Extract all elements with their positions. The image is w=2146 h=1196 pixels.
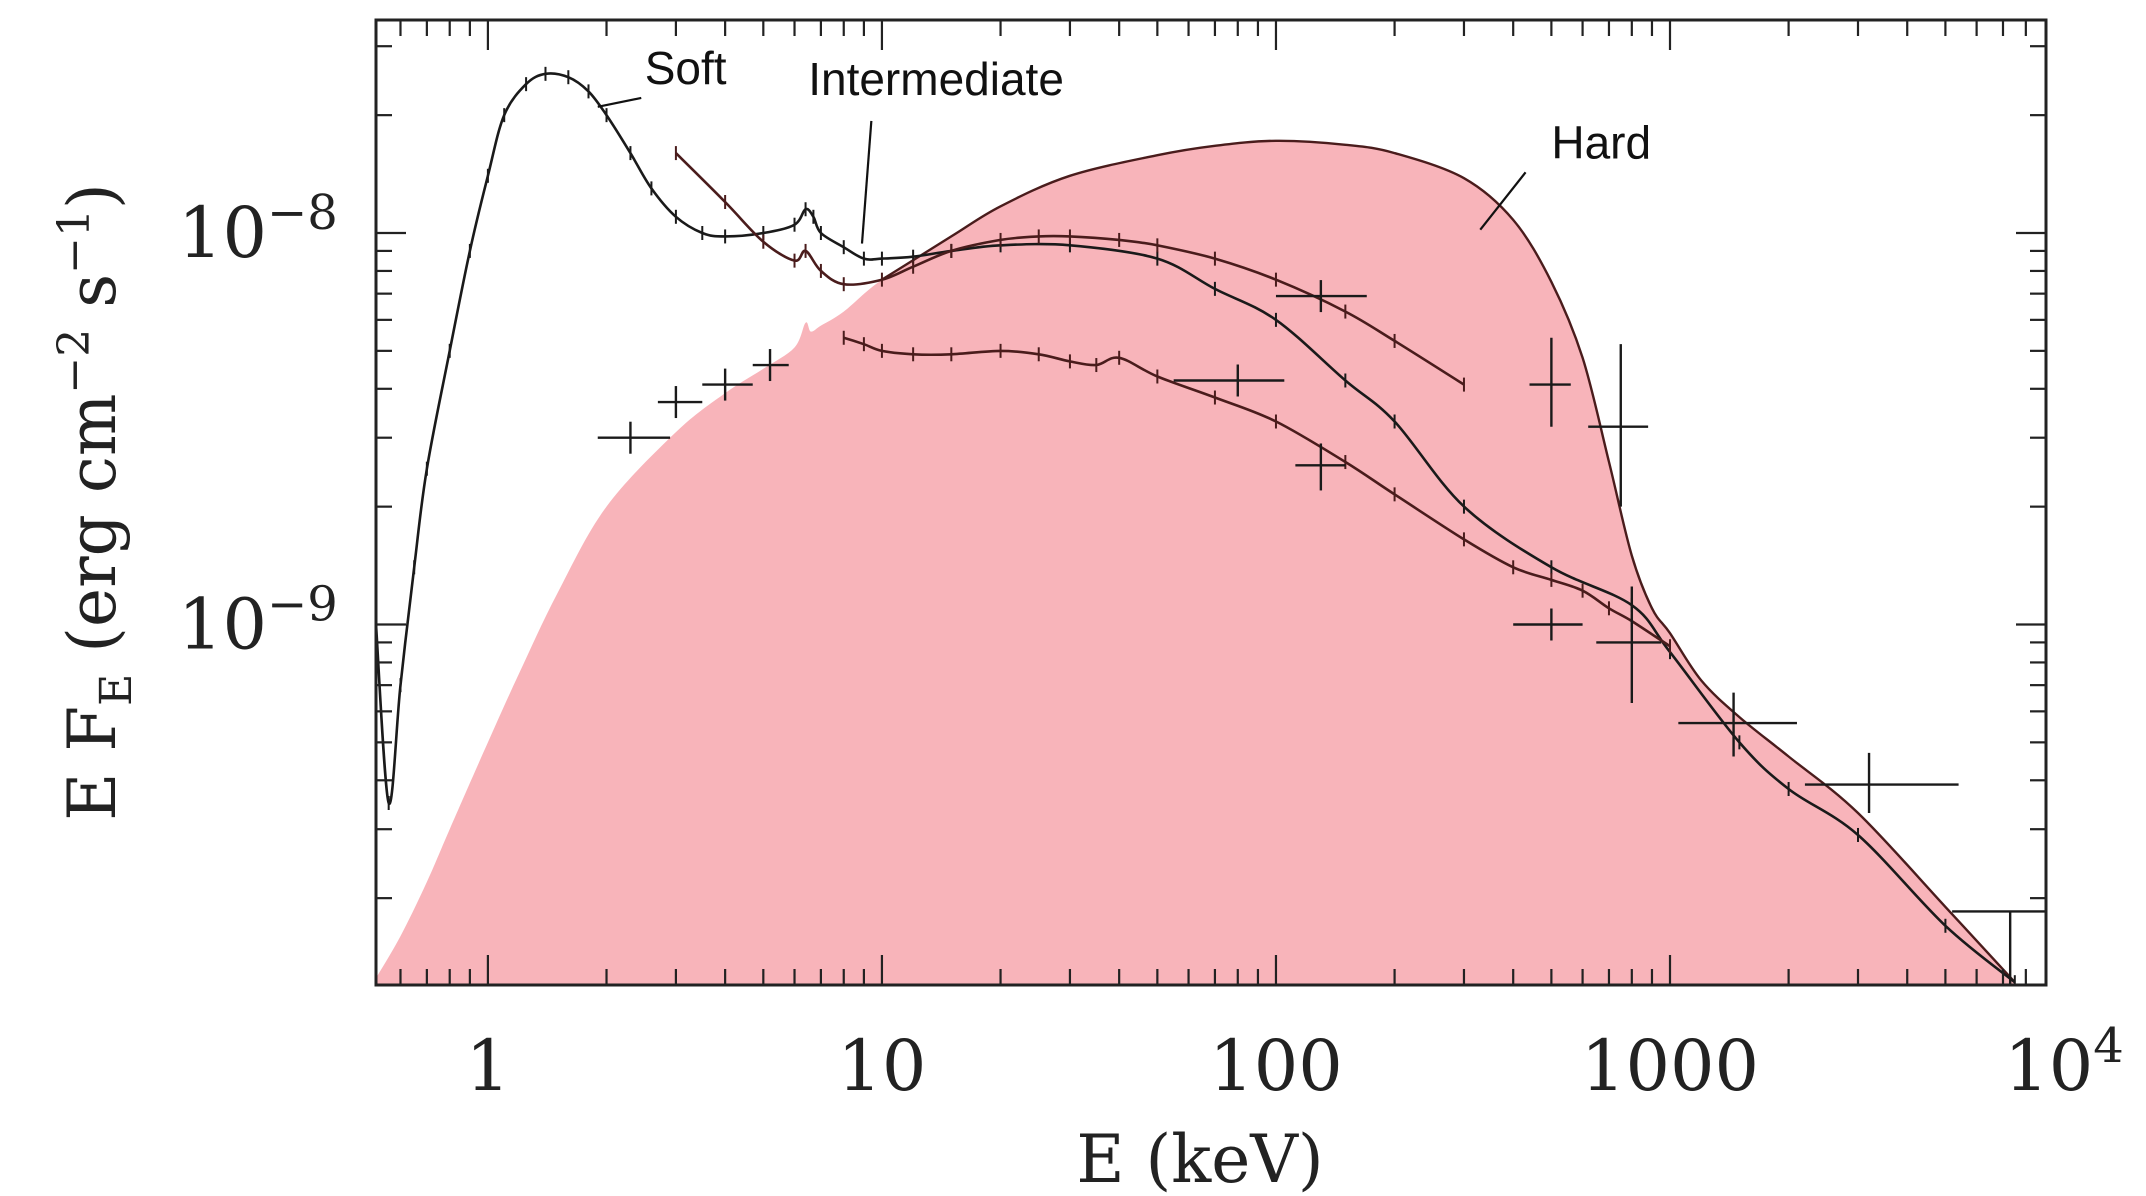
error-bar-point <box>1596 586 1662 704</box>
y-axis-title-main: E F <box>54 706 131 821</box>
x-tick-label: 104 <box>2004 1018 2124 1107</box>
annotations-layer: Soft Intermediate Hard <box>597 42 1651 244</box>
y-axis-title: E FE (erg cm−2 s−1) <box>49 183 142 821</box>
x-tick-label-exponent: 4 <box>2093 1018 2124 1074</box>
error-bar-point <box>1529 337 1571 427</box>
error-bar-point <box>1588 344 1649 507</box>
error-bar-point <box>702 368 753 401</box>
x-tick-label: 10 <box>837 1025 926 1107</box>
hard-model-fill-layer <box>376 139 2016 985</box>
annotation-hard: Hard <box>1551 116 1651 168</box>
x-tick-label: 1 <box>466 1025 511 1107</box>
plot-frame <box>374 18 2048 987</box>
error-bar-point <box>1952 910 2046 985</box>
x-tick-label: 1000 <box>1581 1025 1759 1107</box>
y-axis-title-exp1: −2 <box>49 329 100 394</box>
y-tick-label-exponent: −9 <box>267 577 338 633</box>
error-bar-point <box>752 349 789 382</box>
annotation-leader-line <box>1479 171 1527 231</box>
y-axis-title-exp2: −1 <box>49 209 100 274</box>
y-axis-title-mid: s <box>54 274 131 329</box>
y-axis-title-end: ) <box>54 183 131 209</box>
error-bar-point <box>1513 608 1583 641</box>
hard-model-edge-line <box>881 139 2016 984</box>
y-axis-title-rest: (erg cm <box>54 394 131 674</box>
annotation-leader-line <box>597 96 642 108</box>
annotation-leader-line <box>860 120 873 244</box>
error-bar-point <box>1275 280 1367 313</box>
annotation-soft: Soft <box>645 42 727 94</box>
svg-text:E FE (erg cm−2 s−1): E FE (erg cm−2 s−1) <box>49 183 142 821</box>
error-bar-point <box>597 421 671 454</box>
error-bar-point <box>1804 752 1959 814</box>
error-bar-point <box>1678 692 1797 757</box>
y-axis-title-sub: E <box>91 674 142 706</box>
y-tick-label-exponent: −8 <box>267 185 338 241</box>
x-tick-label: 100 <box>1209 1025 1343 1107</box>
y-tick-label: 10−8 <box>178 185 338 274</box>
y-tick-label: 10−9 <box>178 577 338 666</box>
hard-spectrum-curve <box>843 336 1671 648</box>
hard-spectrum-curve-points <box>842 330 1671 654</box>
soft-spectrum-curve-points <box>376 66 2016 985</box>
hard-model-fill <box>376 140 2015 985</box>
error-bar-point <box>1173 364 1285 397</box>
error-bars-layer <box>597 280 2046 985</box>
annotation-intermediate: Intermediate <box>808 53 1064 105</box>
error-bar-point <box>657 386 703 419</box>
x-axis-title: E (keV) <box>1076 1121 1323 1196</box>
intermediate-spectrum-curve-points <box>674 146 1465 392</box>
model-curves-layer <box>376 66 2016 985</box>
error-bar-point <box>1295 443 1346 491</box>
